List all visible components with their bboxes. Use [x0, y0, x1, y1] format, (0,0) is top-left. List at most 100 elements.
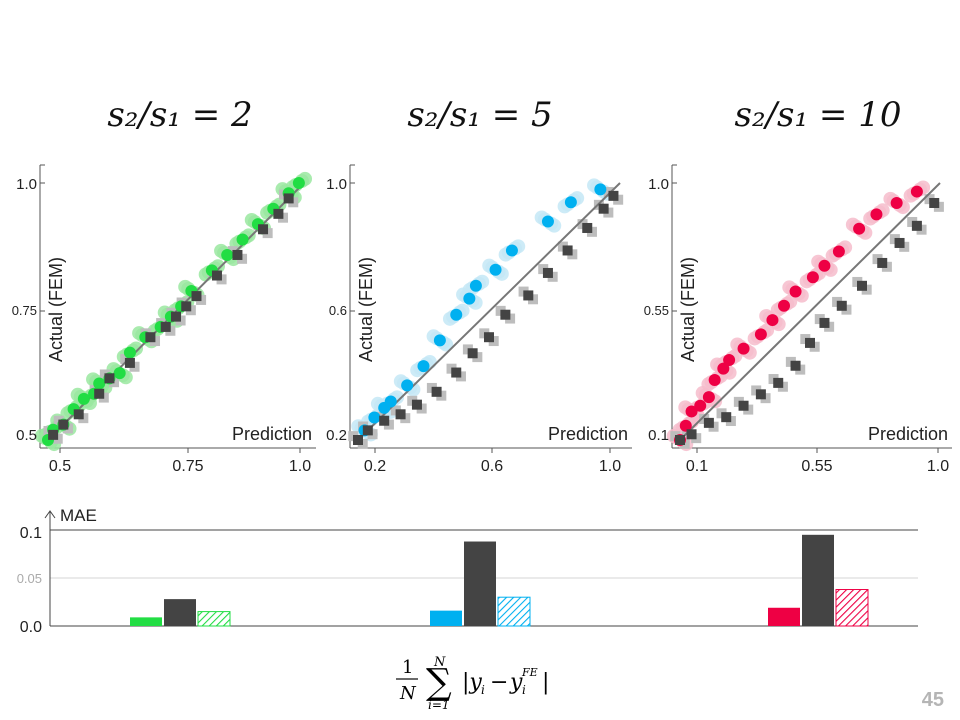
prediction-point [910, 185, 923, 198]
prediction-point [702, 391, 715, 404]
baseline-point [686, 429, 697, 440]
prediction-point [806, 271, 819, 284]
baseline-point [273, 208, 284, 219]
y-axis-label: Actual (FEM) [356, 257, 376, 362]
baseline-point [145, 332, 156, 343]
x-axis-label: Prediction [548, 424, 628, 444]
baseline-point [73, 409, 84, 420]
mae-bar [130, 617, 162, 626]
baseline-point [211, 270, 222, 281]
svg-text:i: i [481, 683, 485, 697]
prediction-point [401, 379, 414, 392]
panel-title-1: s₂/s₁ = 2 [107, 95, 253, 135]
baseline-point [500, 309, 511, 320]
baseline-point [160, 321, 171, 332]
baseline-point [283, 193, 294, 204]
baseline-point [258, 224, 269, 235]
prediction-point [384, 395, 397, 408]
prediction-point [717, 362, 730, 375]
baseline-point [894, 237, 905, 248]
prediction-point [890, 196, 903, 209]
y-tick-label: 0.75 [12, 303, 37, 318]
prediction-point [832, 245, 845, 258]
x-axis-label: Prediction [868, 424, 948, 444]
baseline-point [790, 360, 801, 371]
y-tick-label: 0.6 [329, 303, 347, 318]
baseline-point [94, 388, 105, 399]
baseline-point [232, 249, 243, 260]
svg-text:N: N [399, 683, 417, 704]
mae-bar [802, 534, 834, 626]
prediction-point [685, 405, 698, 418]
x-tick-label: 1.0 [927, 458, 949, 475]
prediction-point [450, 308, 463, 321]
y-tick-label: 1.0 [648, 176, 669, 193]
prediction-point [292, 177, 305, 189]
mae-bar [497, 596, 531, 627]
baseline-point [362, 425, 373, 436]
baseline-point [562, 245, 573, 256]
baseline-point [411, 399, 422, 410]
diagonal-line [357, 182, 621, 441]
prediction-point [368, 411, 381, 424]
mae-bar [835, 589, 869, 627]
mae-bar [164, 599, 196, 626]
mae-formula-graphic: 1 N N ∑ i=1 |y i − y i FE | [396, 655, 549, 712]
mae-axis-label: MAE [60, 506, 97, 525]
prediction-point [789, 285, 802, 298]
svg-text:N: N [433, 655, 446, 670]
prediction-point [77, 392, 90, 405]
baseline-point [191, 291, 202, 302]
mae-bar [197, 611, 231, 627]
mae-tick-label: 0.05 [17, 571, 42, 586]
mae-formula: 1 N N ∑ i=1 |y i − y i FE | [392, 652, 582, 712]
prediction-point [853, 222, 866, 235]
baseline-point [582, 222, 593, 233]
baseline-point [467, 348, 478, 359]
baseline-point [929, 197, 940, 208]
baseline-point [598, 203, 609, 214]
y-tick-label: 0.1 [648, 427, 669, 444]
baseline-point [836, 300, 847, 311]
mae-tick-label: 0.1 [20, 525, 42, 542]
baseline-point [523, 290, 534, 301]
prediction-point [417, 360, 430, 373]
prediction-point [123, 346, 136, 359]
prediction-point [594, 183, 607, 196]
prediction-point [737, 342, 750, 355]
baseline-point [181, 301, 192, 312]
prediction-point [778, 299, 790, 312]
prediction-point [818, 259, 831, 272]
mae-axis-arrow [44, 510, 56, 519]
baseline-point [911, 220, 922, 231]
baseline-point [805, 337, 815, 348]
y-axis-label: Actual (FEM) [46, 257, 66, 362]
svg-text:−: − [490, 670, 508, 695]
prediction-point [489, 263, 502, 276]
baseline-point [58, 419, 69, 430]
mae-bar [430, 610, 462, 626]
mae-bar [768, 607, 800, 626]
svg-text:1: 1 [402, 657, 413, 678]
prediction-point [541, 215, 554, 228]
baseline-point [819, 317, 830, 328]
prediction-point [221, 248, 234, 261]
y-tick-label: 1.0 [16, 176, 37, 193]
prediction-point [433, 334, 446, 347]
prediction-point [754, 328, 767, 341]
x-tick-label: 0.75 [172, 458, 203, 475]
svg-text:y: y [509, 670, 523, 695]
baseline-point [484, 332, 494, 343]
x-tick-label: 0.2 [364, 458, 386, 475]
prediction-point [564, 196, 577, 209]
y-axis-label: Actual (FEM) [678, 257, 698, 362]
page-number: 45 [921, 689, 944, 711]
baseline-point [431, 386, 442, 397]
diagonal-line [679, 182, 941, 441]
prediction-point [766, 314, 779, 327]
baseline-point [755, 389, 766, 400]
baseline-point [171, 311, 181, 322]
y-tick-label: 0.2 [326, 427, 347, 444]
prediction-point [505, 244, 518, 257]
